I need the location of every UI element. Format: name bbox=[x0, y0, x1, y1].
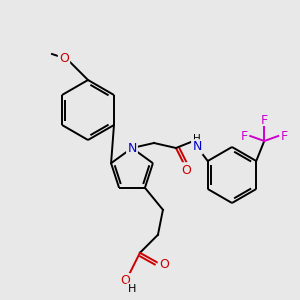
Text: H: H bbox=[128, 284, 136, 294]
Text: F: F bbox=[281, 130, 288, 142]
Text: O: O bbox=[181, 164, 191, 176]
Text: N: N bbox=[127, 142, 137, 154]
Text: F: F bbox=[261, 115, 268, 128]
Text: H: H bbox=[193, 134, 201, 144]
Text: N: N bbox=[192, 140, 202, 154]
Text: O: O bbox=[59, 52, 69, 64]
Text: O: O bbox=[120, 274, 130, 287]
Text: O: O bbox=[159, 258, 169, 271]
Text: F: F bbox=[241, 130, 248, 142]
